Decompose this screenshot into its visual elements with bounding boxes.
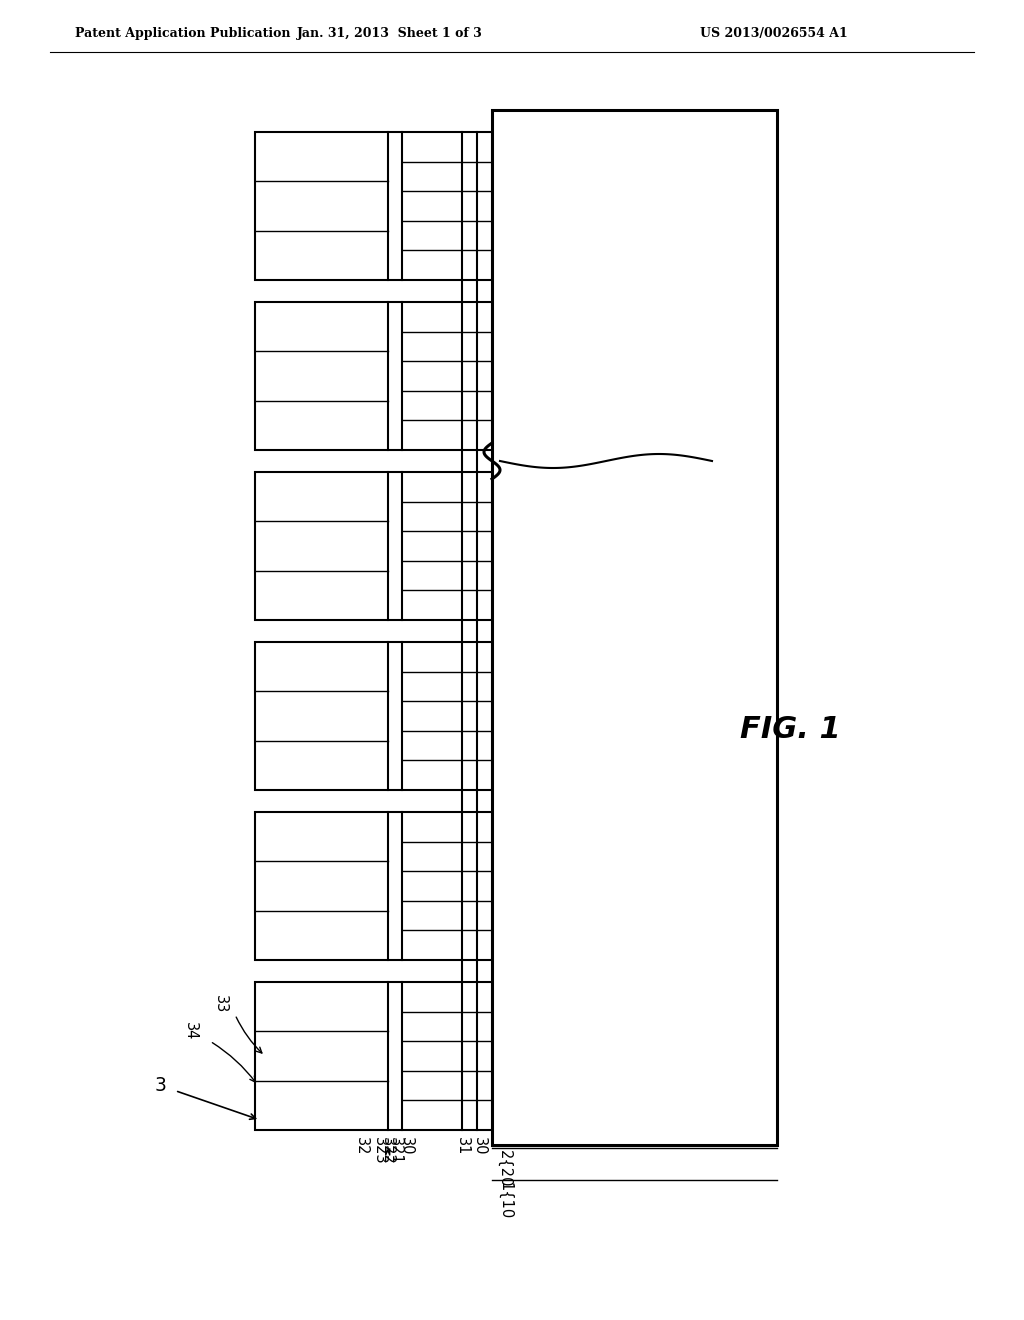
Bar (255, 473, 492, 620)
Text: FIG. 1: FIG. 1 (739, 715, 841, 744)
Text: 1{10: 1{10 (497, 1181, 512, 1220)
Bar (492, 110, 777, 1144)
Bar (255, 982, 492, 1130)
Text: 34: 34 (182, 1022, 198, 1040)
Bar (255, 302, 492, 450)
Text: 2{20: 2{20 (497, 1150, 512, 1188)
Text: 30: 30 (471, 1137, 486, 1155)
Text: US 2013/0026554 A1: US 2013/0026554 A1 (700, 26, 848, 40)
Text: 323: 323 (372, 1137, 387, 1164)
Text: 32: 32 (354, 1137, 370, 1155)
Text: Jan. 31, 2013  Sheet 1 of 3: Jan. 31, 2013 Sheet 1 of 3 (297, 26, 483, 40)
Bar (255, 642, 492, 789)
Text: 30: 30 (398, 1137, 414, 1155)
Text: 31: 31 (455, 1137, 469, 1155)
Bar (255, 812, 492, 960)
Text: 321: 321 (388, 1137, 403, 1164)
Bar (255, 132, 492, 280)
Text: 322: 322 (380, 1137, 395, 1164)
Text: 3: 3 (154, 1076, 166, 1096)
Text: Patent Application Publication: Patent Application Publication (75, 26, 291, 40)
Text: 33: 33 (213, 995, 227, 1014)
